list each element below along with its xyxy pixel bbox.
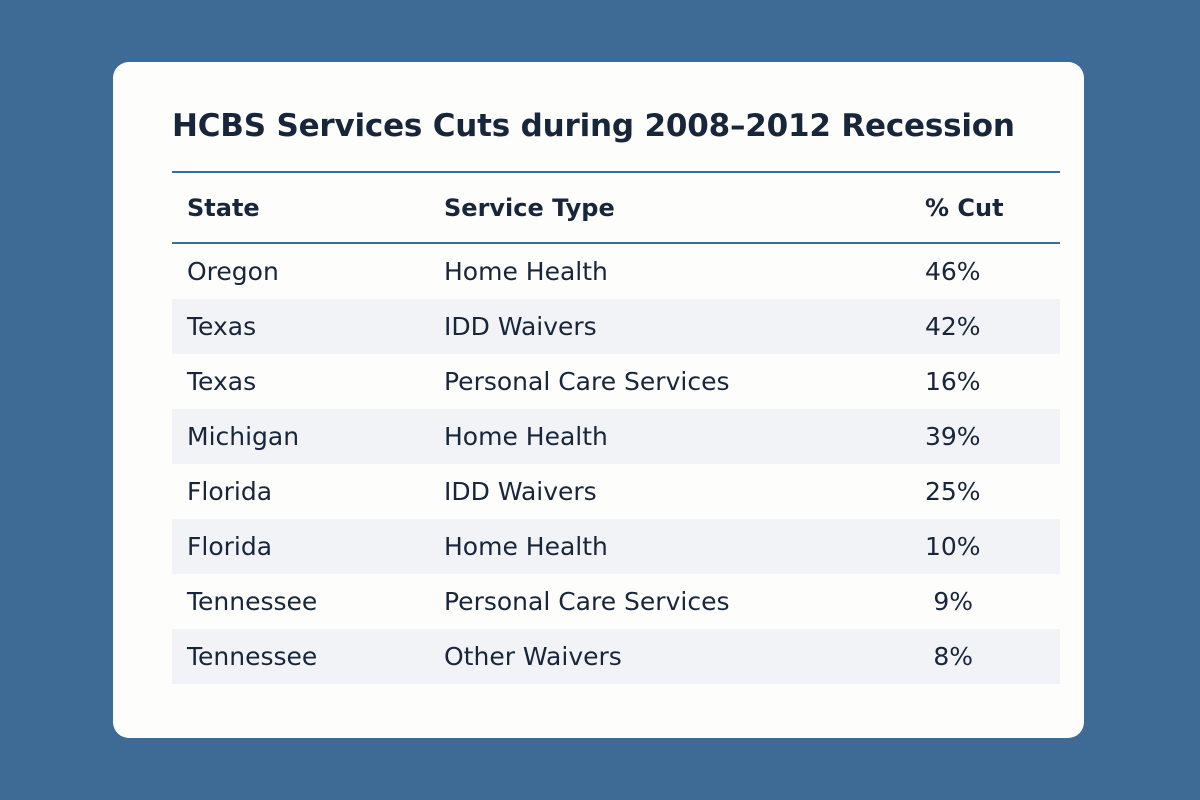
cell-percent-cut: 25% — [925, 477, 981, 506]
cell-service-type: Home Health — [444, 257, 608, 286]
table-row: Michigan Home Health 39% — [172, 409, 1060, 464]
cell-service-type: Home Health — [429, 519, 910, 574]
table-row: Florida IDD Waivers 25% — [172, 464, 1060, 519]
cell-state: Texas — [172, 299, 429, 354]
cell-percent-cut: 10% — [910, 519, 1060, 574]
cell-service-type: IDD Waivers — [429, 299, 910, 354]
cell-state: Michigan — [172, 409, 429, 464]
cell-state: Tennessee — [172, 629, 429, 684]
table-header-row: State Service Type % Cut — [172, 172, 1060, 244]
cell-percent-cut: 46% — [925, 257, 981, 286]
table-row: Tennessee Other Waivers 8% — [172, 629, 1060, 684]
table-row: Texas IDD Waivers 42% — [172, 299, 1060, 354]
cell-service-type: Other Waivers — [429, 629, 910, 684]
header-percent-cut: % Cut — [910, 172, 1060, 244]
page-title: HCBS Services Cuts during 2008–2012 Rece… — [172, 108, 1015, 144]
table-row: Florida Home Health 10% — [172, 519, 1060, 574]
cell-service-type: Personal Care Services — [444, 587, 730, 616]
cell-percent-cut: 8% — [910, 629, 1060, 684]
header-state: State — [172, 172, 429, 244]
cell-service-type: Home Health — [429, 409, 910, 464]
cell-state: Oregon — [187, 257, 279, 286]
cell-percent-cut: 39% — [910, 409, 1060, 464]
cell-state: Texas — [187, 367, 257, 396]
cell-state: Florida — [172, 519, 429, 574]
header-service-type: Service Type — [429, 172, 910, 244]
table-row: Texas Personal Care Services 16% — [172, 354, 1060, 409]
cell-state: Florida — [187, 477, 273, 506]
cuts-table: State Service Type % Cut Oregon Home Heal… — [172, 171, 1060, 684]
cell-percent-cut: 16% — [925, 367, 981, 396]
table-card: HCBS Services Cuts during 2008–2012 Rece… — [113, 62, 1084, 738]
cell-service-type: IDD Waivers — [444, 477, 597, 506]
cell-percent-cut: 9% — [933, 587, 973, 616]
cell-service-type: Personal Care Services — [444, 367, 730, 396]
table-row: Tennessee Personal Care Services 9% — [172, 574, 1060, 629]
table-row: Oregon Home Health 46% — [172, 243, 1060, 299]
cell-percent-cut: 42% — [910, 299, 1060, 354]
cell-state: Tennessee — [187, 587, 318, 616]
